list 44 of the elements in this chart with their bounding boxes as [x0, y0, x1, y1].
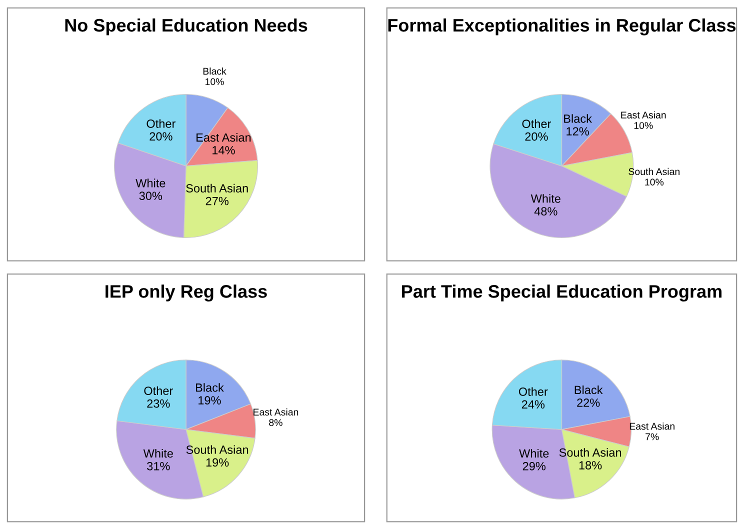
- chart-title: IEP only Reg Class: [106, 284, 267, 302]
- slice-label: South Asian: [186, 445, 248, 454]
- data-label: 19%: [206, 458, 229, 467]
- slice-label: East Asian: [254, 408, 298, 416]
- data-label: 10%: [645, 178, 664, 186]
- slice-label: South Asian: [186, 184, 248, 193]
- slice-label: Black: [574, 385, 603, 394]
- data-label: 24%: [522, 400, 545, 409]
- data-label: 27%: [206, 196, 229, 206]
- slice-label: Black: [564, 114, 592, 123]
- data-label: 22%: [577, 398, 600, 407]
- slice-label: White: [519, 448, 549, 458]
- slice-label: Other: [144, 386, 173, 396]
- slice-label: Other: [522, 119, 552, 128]
- data-label: 48%: [534, 207, 558, 216]
- slice-label: East Asian: [630, 422, 674, 430]
- slice-label: White: [143, 448, 173, 458]
- data-label: 10%: [206, 78, 224, 86]
- data-label: 8%: [269, 419, 282, 426]
- slice-label: Other: [518, 387, 548, 396]
- data-label: 29%: [522, 462, 546, 470]
- slice-label: Black: [203, 68, 226, 75]
- slice-label: South Asian: [628, 168, 680, 176]
- data-label: 20%: [525, 132, 548, 141]
- data-label: 7%: [646, 433, 659, 440]
- data-label: 20%: [150, 132, 172, 141]
- slice-label: Other: [146, 119, 176, 128]
- chart-title: No Special Education Needs: [65, 18, 308, 36]
- slice-label: White: [136, 178, 166, 188]
- data-label: 18%: [579, 461, 602, 470]
- chart-title: Formal Exceptionalities in Regular Class: [388, 18, 736, 36]
- data-label: 23%: [147, 399, 170, 408]
- data-label: 10%: [634, 122, 653, 129]
- data-label: 30%: [139, 192, 162, 200]
- slice-label: White: [530, 194, 560, 203]
- slice-label: South Asian: [559, 448, 622, 457]
- slice-label: East Asian: [621, 111, 666, 118]
- slice-label: East Asian: [196, 133, 251, 142]
- data-label: 31%: [147, 462, 170, 470]
- data-label: 14%: [212, 146, 235, 154]
- chart-title: Part Time Special Education Program: [402, 284, 722, 302]
- slice-label: Black: [196, 383, 224, 392]
- data-label: 12%: [566, 127, 589, 136]
- data-label: 19%: [198, 396, 221, 405]
